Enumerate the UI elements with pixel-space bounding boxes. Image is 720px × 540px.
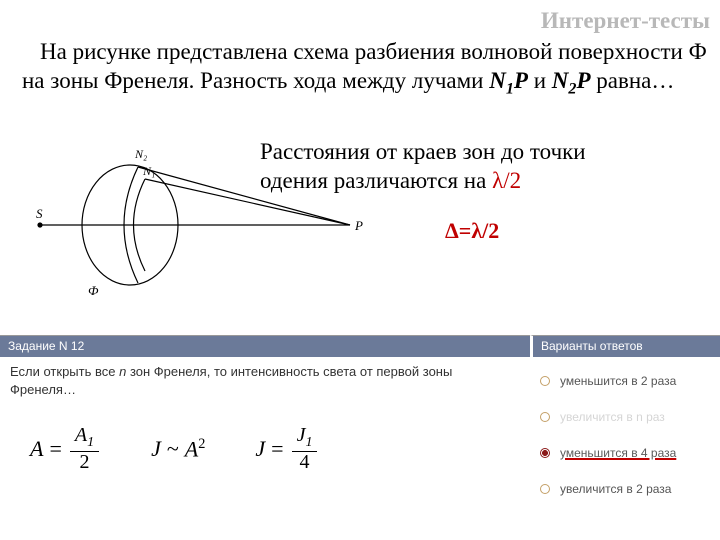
f1-den: 2 [74,452,94,473]
q-part-a: Если открыть все [10,364,119,379]
label-n2: N₂ [134,147,147,161]
label-n1: N₁ [142,164,155,178]
delta-equation: Δ=λ/2 [445,218,499,244]
f1-numsub: 1 [87,435,94,450]
answer-option[interactable]: увеличится в n раз [540,399,715,435]
answers-list: уменьшится в 2 раза увеличится в n раз у… [540,363,715,507]
f3-numsub: 1 [305,435,312,450]
tail-text: равна… [591,68,675,93]
p1-var: P [514,68,528,93]
answer-option[interactable]: уменьшится в 2 раза [540,363,715,399]
answer-text: уменьшится в 2 раза [560,374,676,388]
lambda-half: λ/2 [492,168,521,193]
task-number: Задание N 12 [0,335,530,357]
f2-sup: 2 [198,436,205,452]
answer-text: увеличится в n раз [560,410,665,424]
f3-j: J [255,436,265,462]
f1-eq: = [49,436,61,462]
answer-text: увеличится в 2 раза [560,482,671,496]
f1-a: A [30,436,43,462]
f2-j: J [151,436,161,462]
problem-statement: На рисунке представлена схема разбиения … [22,38,710,99]
header-label: Интернет-тесты [541,8,710,34]
and-text: и [528,68,552,93]
radio-icon[interactable] [540,412,550,422]
answer-text: уменьшится в 4 раза [560,446,676,460]
f3-eq: = [271,436,283,462]
formula-intensity-prop: J ~ A2 [151,436,205,462]
p2-var: P [576,68,590,93]
answer-option[interactable]: увеличится в 2 раза [540,471,715,507]
formula-amplitude: A = A1 2 [30,425,101,473]
f2-tilde: ~ [167,436,179,462]
answers-header: Варианты ответов [530,335,720,357]
formula-intensity: J = J1 4 [255,425,319,473]
fresnel-diagram: N₂ N₁ S P Ф [30,140,390,300]
f1-num: A [75,424,87,446]
n1-var: N [489,68,506,93]
task-question: Если открыть все n зон Френеля, то интен… [10,363,520,398]
answer-option[interactable]: уменьшится в 4 раза [540,435,715,471]
radio-icon-selected[interactable] [540,448,550,458]
radio-icon[interactable] [540,376,550,386]
f3-den: 4 [295,452,315,473]
radio-icon[interactable] [540,484,550,494]
label-phi: Ф [88,283,99,298]
label-p: P [354,218,363,233]
n2-var: N [552,68,569,93]
label-s: S [36,206,43,221]
task-header-bar: Задание N 12 Варианты ответов [0,335,720,357]
n1-sub: 1 [506,80,514,97]
f2-a: A [185,436,198,461]
formulas-row: A = A1 2 J ~ A2 J = J1 4 [30,425,319,473]
